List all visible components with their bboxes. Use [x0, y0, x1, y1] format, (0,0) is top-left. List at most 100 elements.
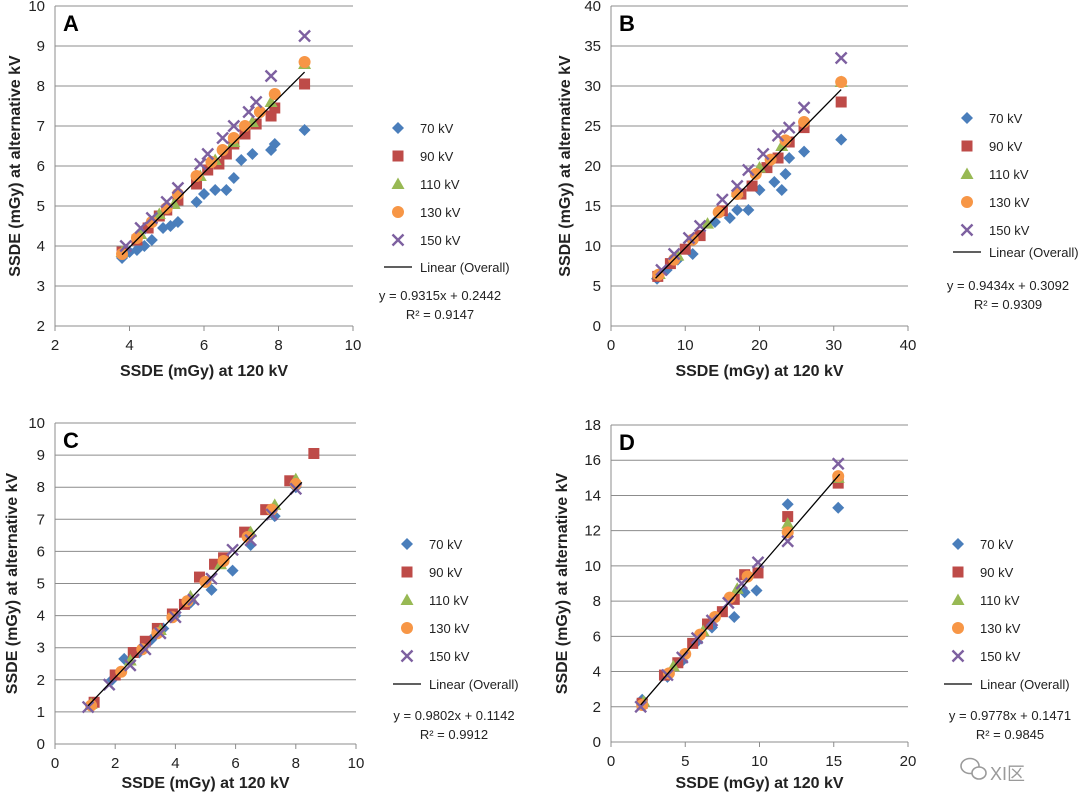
data-point	[782, 121, 796, 134]
legend-label: 110 kV	[429, 593, 469, 608]
wechat-icon	[960, 757, 987, 780]
legend-label: 90 kV	[429, 565, 463, 580]
y-tick-label: 5	[593, 278, 601, 295]
data-point	[202, 164, 214, 176]
data-point	[731, 188, 744, 200]
legend-label: 70 kV	[429, 537, 463, 552]
y-tick-label: 4	[593, 664, 601, 681]
data-point	[731, 204, 744, 216]
data-point	[781, 526, 794, 539]
legend-marker	[960, 167, 974, 179]
y-tick-label: 10	[28, 0, 45, 15]
y-tick-label: 2	[37, 672, 45, 689]
legend-label: 150 kV	[980, 649, 1021, 664]
data-point	[169, 610, 182, 624]
data-point	[781, 517, 795, 529]
legend-marker	[961, 140, 973, 152]
data-point	[832, 501, 845, 514]
data-point	[235, 154, 248, 166]
legend-marker	[960, 223, 974, 237]
data-point	[835, 133, 848, 146]
data-point	[655, 263, 668, 277]
panel-b-chart: 0 5 10 15 20 25 30 35 40 0 10 20 30 40 SSDE (mGy) at 1…	[557, 0, 1079, 380]
data-point	[227, 132, 240, 144]
data-point	[764, 153, 777, 166]
data-point	[242, 105, 256, 119]
y-tick-label: 4	[37, 608, 45, 625]
panel-a-chart: 2 3 4 5 6 7 8 9 10 2 4 6 8 10 SSDE (mGy) at 120 kV SSDE…	[7, 0, 510, 380]
y-tick-label: 10	[584, 558, 601, 575]
legend-marker	[401, 538, 413, 550]
data-point	[835, 96, 847, 108]
data-point	[705, 614, 719, 627]
data-point	[269, 102, 281, 114]
y-tick-label: 6	[593, 628, 601, 645]
x-tick-label: 40	[900, 337, 917, 354]
data-point	[783, 152, 796, 164]
data-point	[109, 669, 121, 681]
legend-marker	[400, 649, 414, 663]
y-tick-label: 18	[584, 417, 601, 434]
panel-letter: B	[619, 11, 635, 36]
data-point	[634, 700, 648, 714]
data-point	[834, 51, 848, 65]
data-point	[268, 88, 281, 100]
data-point	[750, 584, 763, 597]
data-point	[138, 642, 152, 656]
data-point	[226, 543, 239, 557]
y-axis-title: SSDE (mGy) at alternative kV	[554, 472, 571, 694]
data-point	[299, 78, 311, 90]
legend-marker	[952, 622, 964, 634]
y-tick-label: 6	[37, 158, 45, 175]
data-point	[193, 157, 207, 171]
data-point	[239, 128, 251, 140]
x-tick-label: 20	[751, 337, 768, 354]
y-tick-label: 7	[37, 118, 45, 135]
data-point	[775, 184, 788, 196]
legend-label-linear: Linear (Overall)	[429, 677, 519, 692]
data-point	[145, 216, 158, 228]
y-tick-label: 2	[593, 699, 601, 716]
data-point	[249, 95, 263, 109]
legend-label: 130 kV	[429, 621, 470, 636]
data-point	[775, 139, 789, 151]
x-tick-label: 10	[751, 753, 768, 770]
data-point	[716, 606, 728, 618]
legend-label-linear: Linear (Overall)	[420, 260, 510, 275]
x-tick-label: 5	[681, 753, 689, 770]
y-tick-label: 8	[37, 479, 45, 496]
data-point	[199, 575, 212, 588]
data-point	[798, 145, 811, 158]
legend-marker	[401, 566, 413, 578]
legend-label: 130 kV	[980, 621, 1021, 636]
data-point	[298, 29, 311, 43]
data-point	[265, 110, 277, 122]
y-tick-label: 35	[584, 38, 601, 55]
y-tick-label: 30	[584, 78, 601, 95]
legend-marker	[401, 622, 413, 634]
trendline	[87, 481, 303, 707]
data-point	[201, 147, 215, 161]
data-point	[227, 119, 241, 133]
data-point	[187, 593, 200, 606]
y-tick-label: 10	[584, 238, 601, 255]
legend-label: 150 kV	[420, 233, 461, 248]
data-point	[768, 176, 781, 188]
y-tick-label: 12	[584, 523, 601, 540]
data-point	[782, 511, 794, 523]
fit-equation: y = 0.9802x + 0.1142	[393, 708, 514, 723]
trendline	[655, 89, 842, 279]
legend-label: 110 kV	[420, 177, 460, 192]
y-tick-label: 3	[37, 640, 45, 657]
data-point	[797, 101, 811, 114]
legend-marker	[961, 196, 973, 208]
legend: 70 kV 90 kV 110 kV 130 kV 150 kV Linear (Over…	[384, 121, 510, 275]
legend-label: 90 kV	[420, 149, 454, 164]
data-point	[679, 243, 691, 255]
data-point	[682, 231, 696, 245]
fit-equation: y = 0.9434x + 0.3092	[947, 278, 1069, 293]
data-point	[781, 498, 794, 511]
fit-r-squared: R² = 0.9309	[974, 297, 1042, 312]
data-point	[742, 204, 755, 216]
